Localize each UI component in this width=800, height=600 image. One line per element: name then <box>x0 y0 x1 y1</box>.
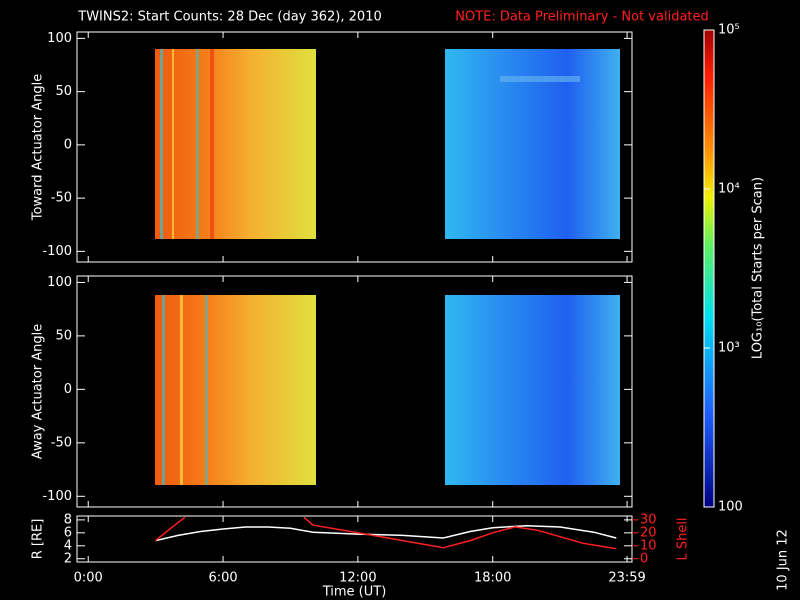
stripe <box>180 295 183 485</box>
y-tick-label: 100 <box>47 275 72 290</box>
y-tick-label: 8 <box>64 512 72 527</box>
stripe <box>205 295 208 485</box>
x-tick-label: 23:59 <box>608 571 645 586</box>
spectrogram-block <box>155 49 316 239</box>
spectrogram-blocks <box>155 49 620 485</box>
y-tick-label: 50 <box>55 328 72 343</box>
y-tick-label: 50 <box>55 84 72 99</box>
colorbar-tick-label: 10³ <box>718 341 740 356</box>
series-line <box>155 524 617 542</box>
colorbar <box>703 29 715 508</box>
plot-frame <box>76 31 633 263</box>
stripe <box>196 49 199 239</box>
note: NOTE: Data Preliminary - Not validated <box>455 10 709 25</box>
y-tick-label: -50 <box>51 435 72 450</box>
y-tick-label: -50 <box>51 191 72 206</box>
y2-tick-label: 0 <box>640 551 648 566</box>
colorbar-tick-label: 10⁵ <box>718 23 740 38</box>
stripe <box>160 49 163 239</box>
y-axis-label: Away Actuator Angle <box>31 324 46 459</box>
x-tick-label: 0:00 <box>74 571 103 586</box>
colorbar-label: LOG₁₀(Total Starts per Scan) <box>751 177 766 359</box>
plot-frame <box>76 275 633 508</box>
y-tick-label: 100 <box>47 31 72 46</box>
y-axis-label: R [RE] <box>31 519 46 560</box>
footer: 10 Jun 12 <box>776 529 791 591</box>
series-line <box>155 516 617 550</box>
y2-axis-label: L Shell <box>676 517 691 560</box>
y-axis-label: Toward Actuator Angle <box>31 74 46 221</box>
colorbar-tick-label: 100 <box>718 500 743 515</box>
y2-tick-label: 20 <box>640 525 657 540</box>
y2-tick-label: 10 <box>640 538 657 553</box>
spectrogram-block <box>445 295 620 485</box>
x-tick-label: 6:00 <box>208 571 237 586</box>
y-tick-label: 4 <box>64 538 72 553</box>
stripe <box>210 49 214 239</box>
x-tick-label: 18:00 <box>474 571 511 586</box>
y-tick-label: -100 <box>42 489 72 504</box>
x-axis-label: Time (UT) <box>322 585 387 600</box>
stripe <box>500 76 580 82</box>
y-tick-label: 0 <box>64 137 72 152</box>
stripe <box>162 295 165 485</box>
stripe <box>172 49 174 239</box>
y-tick-label: 6 <box>64 525 72 540</box>
colorbar-tick-label: 10⁴ <box>718 182 740 197</box>
y-tick-label: -100 <box>42 244 72 259</box>
y2-tick-label: 30 <box>640 512 657 527</box>
x-tick-label: 12:00 <box>339 571 376 586</box>
y-tick-label: 2 <box>64 551 72 566</box>
spectrogram-block <box>155 295 316 485</box>
chart-title: TWINS2: Start Counts: 28 Dec (day 362), … <box>77 10 381 25</box>
y-tick-label: 0 <box>64 382 72 397</box>
plot-frame <box>76 515 633 563</box>
